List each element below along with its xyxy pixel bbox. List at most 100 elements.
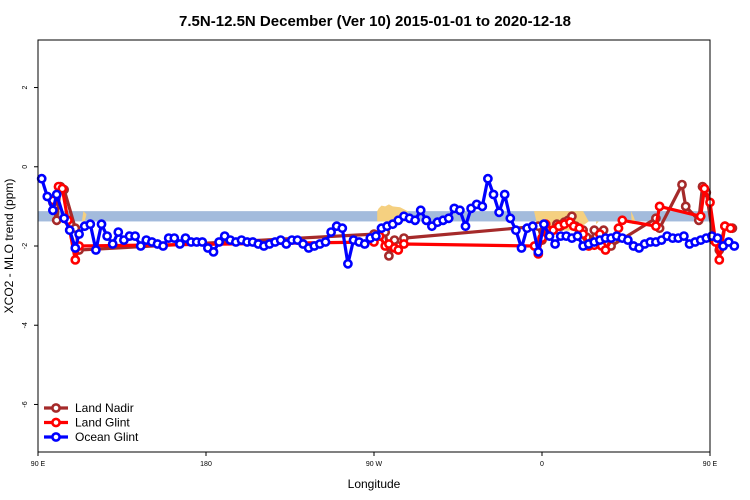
data-point-ocean-glint bbox=[499, 189, 510, 200]
data-point-land-glint bbox=[651, 221, 661, 232]
chart-title: 7.5N-12.5N December (Ver 10) 2015-01-01 … bbox=[179, 13, 571, 30]
data-point-land-nadir bbox=[680, 201, 691, 212]
legend-swatch-marker bbox=[51, 432, 61, 442]
data-point-land-glint bbox=[57, 183, 68, 194]
x-tick-label: 0 bbox=[540, 461, 544, 468]
data-point-land-glint bbox=[398, 239, 409, 249]
y-tick-label: 2 bbox=[22, 85, 29, 89]
land-region bbox=[81, 211, 87, 222]
data-point-ocean-glint bbox=[130, 231, 140, 241]
data-point-ocean-glint bbox=[550, 239, 560, 249]
x-axis-label: Longitude bbox=[348, 477, 401, 491]
y-tick-label: 0 bbox=[22, 165, 29, 169]
data-point-ocean-glint bbox=[337, 223, 348, 234]
data-point-ocean-glint bbox=[85, 219, 96, 230]
data-point-ocean-glint bbox=[511, 225, 521, 236]
data-point-ocean-glint bbox=[107, 239, 118, 249]
legend-swatch-marker bbox=[51, 403, 61, 413]
data-point-land-glint bbox=[70, 254, 81, 265]
data-point-land-glint bbox=[714, 254, 725, 265]
data-point-ocean-glint bbox=[91, 245, 101, 255]
data-point-ocean-glint bbox=[169, 233, 180, 243]
data-point-ocean-glint bbox=[59, 213, 69, 224]
data-point-ocean-glint bbox=[712, 233, 723, 243]
data-point-land-glint bbox=[613, 223, 624, 234]
data-point-ocean-glint bbox=[74, 229, 84, 239]
data-point-ocean-glint bbox=[539, 219, 549, 230]
legend-swatch-marker bbox=[51, 417, 61, 428]
data-point-ocean-glint bbox=[477, 201, 488, 212]
legend-label: Ocean Glint bbox=[75, 430, 139, 444]
data-point-ocean-glint bbox=[42, 191, 53, 202]
data-point-ocean-glint bbox=[623, 235, 633, 245]
data-point-ocean-glint bbox=[443, 213, 454, 224]
data-point-land-nadir bbox=[51, 215, 62, 226]
data-point-land-glint bbox=[695, 211, 706, 222]
data-point-ocean-glint bbox=[494, 207, 504, 218]
x-tick-label: 90 E bbox=[31, 461, 46, 468]
land-region bbox=[596, 221, 599, 225]
data-point-land-glint bbox=[393, 245, 404, 255]
data-point-ocean-glint bbox=[527, 221, 538, 232]
legend-item-ocean-glint: Ocean Glint bbox=[44, 430, 139, 444]
data-point-ocean-glint bbox=[729, 241, 740, 251]
data-point-ocean-glint bbox=[158, 241, 168, 251]
data-point-ocean-glint bbox=[326, 227, 336, 237]
data-point-ocean-glint bbox=[370, 231, 381, 241]
data-point-ocean-glint bbox=[70, 243, 81, 253]
data-point-ocean-glint bbox=[544, 231, 555, 241]
data-point-ocean-glint bbox=[342, 258, 353, 269]
data-point-ocean-glint bbox=[488, 189, 499, 200]
data-point-ocean-glint bbox=[214, 237, 224, 247]
data-point-ocean-glint bbox=[96, 219, 107, 230]
data-point-ocean-glint bbox=[410, 215, 420, 226]
legend-item-land-glint: Land Glint bbox=[44, 416, 130, 430]
data-point-ocean-glint bbox=[197, 237, 208, 247]
data-point-ocean-glint bbox=[533, 246, 544, 257]
data-point-ocean-glint bbox=[135, 241, 146, 251]
x-tick-label: 90 E bbox=[703, 461, 718, 468]
data-point-ocean-glint bbox=[320, 237, 331, 247]
data-point-ocean-glint bbox=[113, 227, 124, 237]
x-axis: 90 E 180 90 W 0 90 E bbox=[31, 452, 718, 468]
data-point-ocean-glint bbox=[415, 205, 426, 216]
data-point-land-nadir bbox=[677, 179, 687, 190]
data-point-ocean-glint bbox=[460, 221, 471, 232]
data-point-ocean-glint bbox=[36, 173, 47, 184]
data-point-ocean-glint bbox=[102, 231, 112, 241]
series-ocean-glint bbox=[36, 173, 740, 269]
data-point-ocean-glint bbox=[482, 173, 493, 184]
data-point-ocean-glint bbox=[48, 205, 58, 216]
data-point-ocean-glint bbox=[359, 239, 370, 249]
data-point-ocean-glint bbox=[679, 231, 689, 241]
y-tick-label: -4 bbox=[22, 322, 29, 328]
x-tick-label: 180 bbox=[200, 461, 212, 468]
data-point-ocean-glint bbox=[174, 239, 185, 249]
data-point-land-glint bbox=[699, 183, 710, 194]
legend-label: Land Nadir bbox=[75, 401, 134, 415]
data-point-ocean-glint bbox=[64, 225, 75, 236]
data-point-land-glint bbox=[600, 245, 611, 255]
plot-area bbox=[36, 173, 740, 269]
data-point-ocean-glint bbox=[505, 213, 516, 224]
data-point-ocean-glint bbox=[572, 231, 583, 241]
data-point-ocean-glint bbox=[421, 215, 432, 226]
y-tick-label: -2 bbox=[22, 243, 29, 249]
y-axis: 2 0 -2 -4 -6 bbox=[22, 85, 38, 408]
y-tick-label: -6 bbox=[22, 401, 29, 407]
background-band bbox=[38, 211, 710, 222]
y-axis-label: XCO2 - MLO trend (ppm) bbox=[2, 179, 16, 314]
data-point-land-glint bbox=[725, 223, 736, 234]
legend-label: Land Glint bbox=[75, 416, 130, 430]
legend-item-land-nadir: Land Nadir bbox=[44, 401, 134, 415]
data-point-ocean-glint bbox=[51, 189, 62, 200]
data-point-ocean-glint bbox=[208, 246, 219, 257]
x-tick-label: 90 W bbox=[366, 461, 383, 468]
data-point-ocean-glint bbox=[516, 243, 527, 253]
data-point-ocean-glint bbox=[454, 205, 465, 216]
data-point-land-nadir bbox=[383, 250, 394, 261]
data-point-land-glint bbox=[654, 201, 665, 212]
data-point-land-glint bbox=[617, 215, 628, 226]
